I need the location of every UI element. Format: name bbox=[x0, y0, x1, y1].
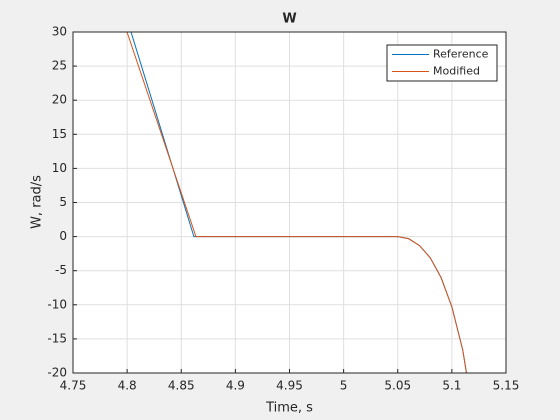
legend-label: Reference bbox=[433, 48, 489, 61]
legend-box bbox=[386, 44, 498, 82]
y-tick-label: 15 bbox=[52, 127, 67, 141]
y-tick-label: 10 bbox=[52, 161, 67, 175]
x-axis-label: Time, s bbox=[265, 401, 313, 416]
y-tick-label: 25 bbox=[52, 59, 67, 73]
y-tick-label: 20 bbox=[52, 93, 67, 107]
x-tick-label: 5 bbox=[340, 379, 348, 393]
y-tick-label: 5 bbox=[59, 195, 67, 209]
x-tick-label: 4.85 bbox=[168, 379, 195, 393]
legend-label: Modified bbox=[433, 65, 480, 78]
x-tick-label: 4.8 bbox=[118, 379, 137, 393]
y-tick-label: 30 bbox=[52, 25, 67, 39]
x-tick-label: 5.1 bbox=[442, 379, 461, 393]
y-tick-label: -5 bbox=[55, 263, 67, 277]
x-tick-label: 4.9 bbox=[226, 379, 245, 393]
x-tick-label: 5.15 bbox=[493, 379, 520, 393]
y-axis-label: W, rad/s bbox=[30, 175, 45, 229]
chart-title: W bbox=[282, 12, 296, 27]
y-tick-label: -10 bbox=[47, 297, 67, 311]
y-tick-label: 0 bbox=[59, 229, 67, 243]
x-tick-label: 5.05 bbox=[384, 379, 411, 393]
axes-box bbox=[72, 31, 507, 374]
x-tick-label: 4.75 bbox=[60, 379, 87, 393]
y-tick-label: -15 bbox=[47, 331, 67, 345]
x-tick-label: 4.95 bbox=[276, 379, 303, 393]
y-tick-label: -20 bbox=[47, 366, 67, 380]
line bbox=[126, 32, 467, 373]
